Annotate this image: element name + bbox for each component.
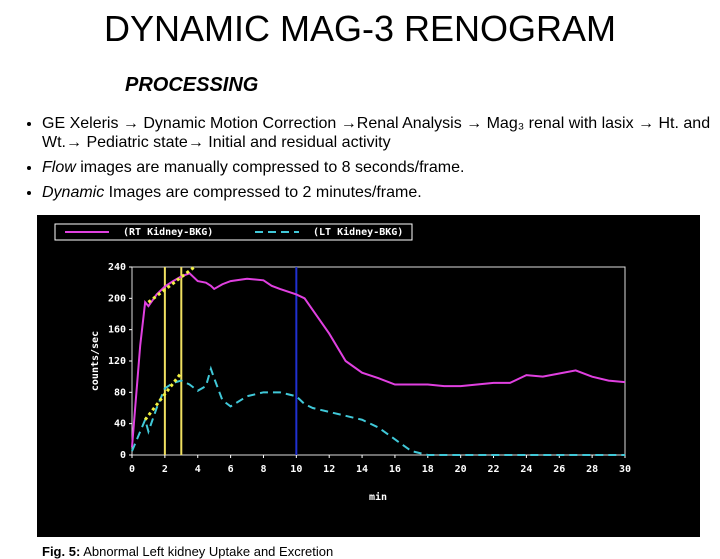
x-tick-label: 10 bbox=[290, 464, 302, 475]
y-tick-label: 0 bbox=[120, 450, 126, 461]
x-tick-label: 26 bbox=[553, 464, 565, 475]
series-line bbox=[131, 365, 625, 456]
x-tick-label: 12 bbox=[323, 464, 335, 475]
x-tick-label: 14 bbox=[356, 464, 368, 475]
bullet-text: images are manually compressed to 8 seco… bbox=[75, 159, 465, 176]
bullet: Dynamic Images are compressed to 2 minut… bbox=[42, 183, 712, 202]
x-tick-label: 24 bbox=[520, 464, 532, 475]
x-tick-label: 30 bbox=[619, 464, 631, 475]
legend-box bbox=[54, 223, 413, 241]
x-tick-label: 18 bbox=[422, 464, 434, 475]
legend-label: (LT Kidney-BKG) bbox=[313, 226, 403, 238]
slide: DYNAMIC MAG-3 RENOGRAM PROCESSING GE Xel… bbox=[0, 0, 720, 540]
trend-line bbox=[143, 371, 183, 421]
legend-label: (RT Kidney-BKG) bbox=[123, 226, 213, 238]
bullet-emphasis: Flow bbox=[42, 159, 76, 176]
bullet-text: GE Xeleris → Dynamic Motion Correction →… bbox=[42, 115, 711, 151]
y-tick-label: 160 bbox=[108, 325, 126, 336]
trend-line bbox=[147, 265, 196, 304]
chart-background bbox=[37, 215, 700, 537]
x-tick-label: 20 bbox=[455, 464, 467, 475]
x-tick-label: 22 bbox=[488, 464, 500, 475]
y-tick-label: 40 bbox=[114, 419, 126, 430]
caption-text: Abnormal Left kidney Uptake and Excretio… bbox=[83, 544, 334, 559]
y-tick-label: 120 bbox=[108, 356, 126, 367]
bullet-text: Images are compressed to 2 minutes/frame… bbox=[104, 184, 422, 201]
x-axis-label: min bbox=[369, 491, 387, 503]
caption: Fig. 5: Abnormal Left kidney Uptake and … bbox=[42, 544, 333, 559]
y-axis-label: counts/sec bbox=[90, 331, 101, 391]
x-tick-label: 6 bbox=[228, 464, 234, 475]
bullet-list: GE Xeleris → Dynamic Motion Correction →… bbox=[18, 114, 712, 208]
x-tick-label: 8 bbox=[260, 464, 266, 475]
x-tick-label: 4 bbox=[195, 464, 201, 475]
y-tick-label: 240 bbox=[108, 262, 126, 273]
x-tick-label: 16 bbox=[389, 464, 401, 475]
caption-label: Fig. 5: bbox=[42, 544, 81, 559]
slide-subtitle: PROCESSING bbox=[125, 74, 259, 96]
x-tick-label: 2 bbox=[162, 464, 168, 475]
bullet: Flow images are manually compressed to 8… bbox=[42, 158, 712, 177]
slide-title: DYNAMIC MAG-3 RENOGRAM bbox=[103, 8, 617, 49]
bullet: GE Xeleris → Dynamic Motion Correction →… bbox=[42, 114, 712, 152]
x-tick-label: 0 bbox=[129, 464, 135, 475]
y-tick-label: 80 bbox=[114, 387, 126, 398]
x-tick-label: 28 bbox=[586, 464, 598, 475]
bullet-emphasis: Dynamic bbox=[42, 184, 105, 201]
y-tick-label: 200 bbox=[108, 293, 126, 304]
